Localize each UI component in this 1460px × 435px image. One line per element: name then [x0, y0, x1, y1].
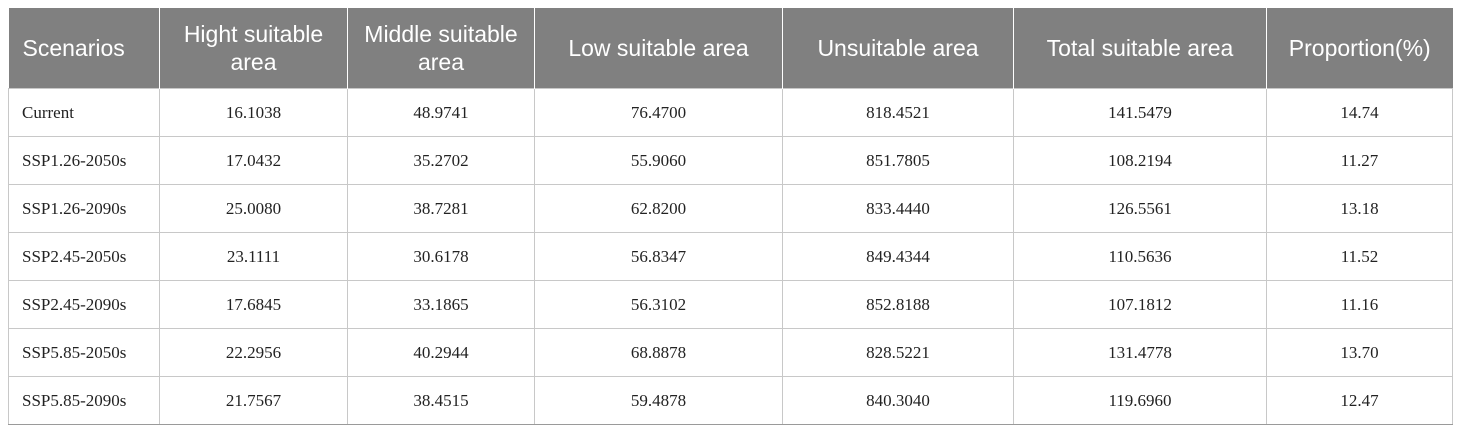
table-row: SSP5.85-2090s 21.7567 38.4515 59.4878 84… [8, 376, 1453, 425]
cell-hight: 17.0432 [159, 136, 348, 185]
cell-middle: 40.2944 [347, 328, 535, 377]
cell-hight: 16.1038 [159, 88, 348, 137]
cell-proportion: 13.70 [1266, 328, 1453, 377]
cell-proportion: 11.16 [1266, 280, 1453, 329]
cell-middle: 30.6178 [347, 232, 535, 281]
cell-low: 56.3102 [534, 280, 783, 329]
suitable-area-table-container: Scenarios Hight suitable area Middle sui… [8, 8, 1453, 425]
cell-proportion: 11.27 [1266, 136, 1453, 185]
table-row: SSP1.26-2050s 17.0432 35.2702 55.9060 85… [8, 136, 1453, 185]
table-row: SSP2.45-2050s 23.1111 30.6178 56.8347 84… [8, 232, 1453, 281]
cell-unsuitable: 828.5221 [782, 328, 1014, 377]
cell-hight: 22.2956 [159, 328, 348, 377]
header-proportion: Proportion(%) [1266, 8, 1453, 89]
cell-proportion: 11.52 [1266, 232, 1453, 281]
cell-unsuitable: 849.4344 [782, 232, 1014, 281]
cell-total: 108.2194 [1013, 136, 1267, 185]
header-row: Scenarios Hight suitable area Middle sui… [8, 8, 1453, 89]
cell-unsuitable: 852.8188 [782, 280, 1014, 329]
cell-low: 56.8347 [534, 232, 783, 281]
cell-unsuitable: 840.3040 [782, 376, 1014, 425]
cell-proportion: 12.47 [1266, 376, 1453, 425]
header-total-suitable-area: Total suitable area [1013, 8, 1267, 89]
cell-low: 68.8878 [534, 328, 783, 377]
table-header: Scenarios Hight suitable area Middle sui… [8, 8, 1453, 89]
cell-low: 76.4700 [534, 88, 783, 137]
cell-hight: 21.7567 [159, 376, 348, 425]
cell-hight: 25.0080 [159, 184, 348, 233]
cell-scenario: SSP5.85-2090s [8, 376, 160, 425]
cell-scenario: SSP1.26-2090s [8, 184, 160, 233]
table-body: Current 16.1038 48.9741 76.4700 818.4521… [8, 88, 1453, 425]
cell-hight: 23.1111 [159, 232, 348, 281]
cell-low: 59.4878 [534, 376, 783, 425]
cell-middle: 33.1865 [347, 280, 535, 329]
cell-low: 62.8200 [534, 184, 783, 233]
header-unsuitable-area: Unsuitable area [782, 8, 1014, 89]
cell-total: 107.1812 [1013, 280, 1267, 329]
cell-unsuitable: 851.7805 [782, 136, 1014, 185]
cell-unsuitable: 818.4521 [782, 88, 1014, 137]
cell-middle: 38.4515 [347, 376, 535, 425]
cell-total: 141.5479 [1013, 88, 1267, 137]
header-low-suitable-area: Low suitable area [534, 8, 783, 89]
cell-total: 126.5561 [1013, 184, 1267, 233]
cell-low: 55.9060 [534, 136, 783, 185]
cell-proportion: 13.18 [1266, 184, 1453, 233]
cell-proportion: 14.74 [1266, 88, 1453, 137]
header-middle-suitable-area: Middle suitable area [347, 8, 535, 89]
header-scenarios: Scenarios [8, 8, 160, 89]
cell-hight: 17.6845 [159, 280, 348, 329]
table-row: SSP1.26-2090s 25.0080 38.7281 62.8200 83… [8, 184, 1453, 233]
table-row: Current 16.1038 48.9741 76.4700 818.4521… [8, 88, 1453, 137]
table-row: SSP5.85-2050s 22.2956 40.2944 68.8878 82… [8, 328, 1453, 377]
cell-scenario: SSP5.85-2050s [8, 328, 160, 377]
cell-middle: 35.2702 [347, 136, 535, 185]
cell-scenario: SSP2.45-2050s [8, 232, 160, 281]
cell-middle: 38.7281 [347, 184, 535, 233]
cell-unsuitable: 833.4440 [782, 184, 1014, 233]
header-hight-suitable-area: Hight suitable area [159, 8, 348, 89]
cell-scenario: SSP1.26-2050s [8, 136, 160, 185]
cell-total: 119.6960 [1013, 376, 1267, 425]
suitable-area-table: Scenarios Hight suitable area Middle sui… [8, 8, 1453, 425]
cell-scenario: SSP2.45-2090s [8, 280, 160, 329]
table-row: SSP2.45-2090s 17.6845 33.1865 56.3102 85… [8, 280, 1453, 329]
cell-total: 110.5636 [1013, 232, 1267, 281]
cell-scenario: Current [8, 88, 160, 137]
cell-total: 131.4778 [1013, 328, 1267, 377]
cell-middle: 48.9741 [347, 88, 535, 137]
